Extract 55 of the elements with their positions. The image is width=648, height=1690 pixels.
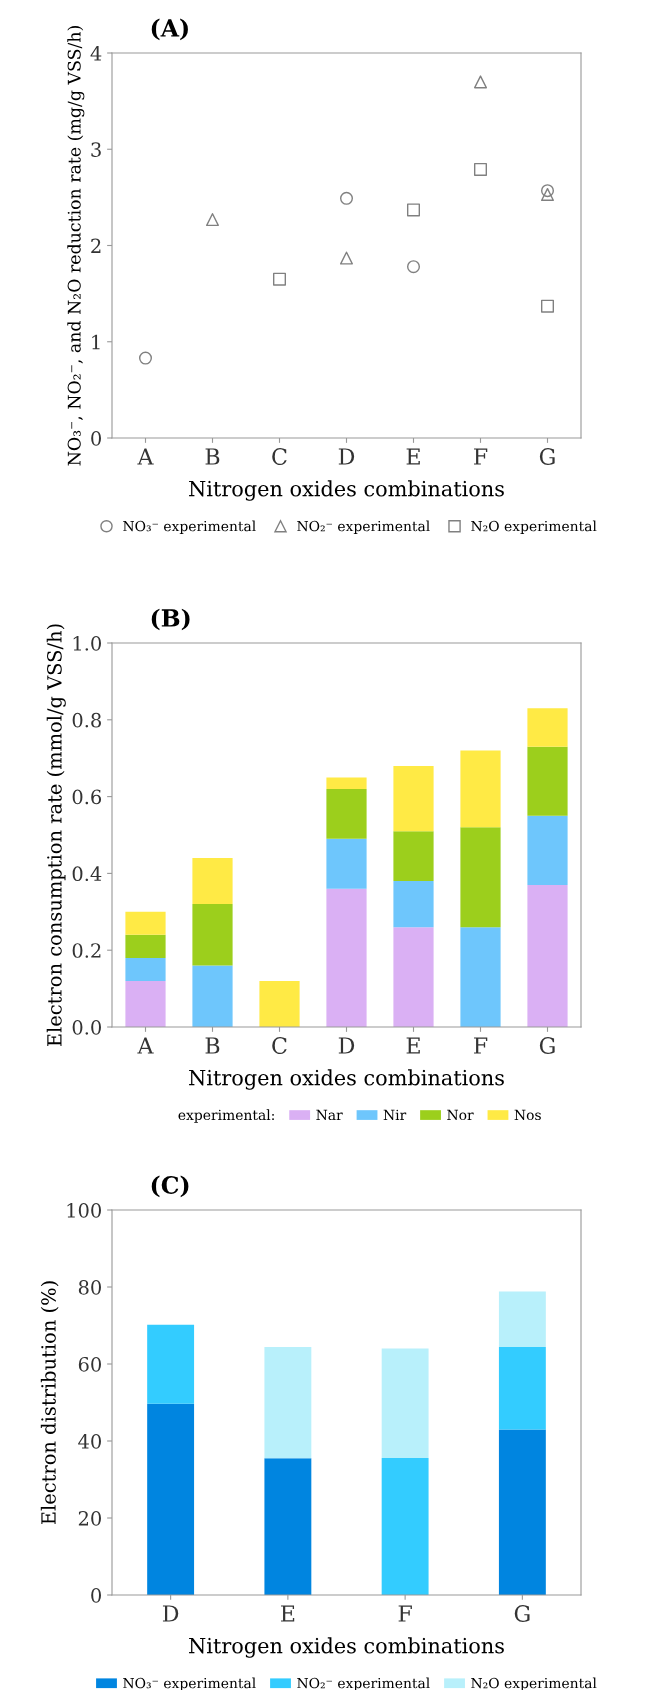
x-tick-label: D	[338, 448, 355, 465]
x-tick-label: B	[205, 1037, 220, 1054]
x-tick-label: B	[205, 448, 220, 465]
y-tick-label: 100	[67, 1202, 101, 1218]
legend-label: Nar	[316, 1109, 343, 1121]
legend-label: NO₃⁻ experimental	[123, 1677, 256, 1690]
chart-title: (A)	[151, 18, 188, 41]
y-tick-label: 20	[78, 1510, 101, 1526]
x-tick-label: D	[162, 1605, 179, 1622]
y-tick-label: 0	[91, 1587, 101, 1603]
x-axis-title: Nitrogen oxides combinations	[189, 1069, 504, 1090]
x-tick-label: C	[272, 448, 287, 465]
y-tick-label: 80	[78, 1279, 101, 1295]
x-tick-label: F	[474, 448, 488, 465]
legend-label: Nir	[383, 1109, 407, 1121]
y-tick-label: 2	[91, 238, 101, 253]
y-axis-title: NO₃⁻, NO₂⁻, and N₂O reduction rate (mg/g VSS/h)	[67, 26, 85, 466]
y-tick-label: 0.4	[72, 866, 102, 882]
y-tick-label: 3	[91, 142, 101, 157]
legend-label: NO₂⁻ experimental	[297, 520, 430, 534]
y-tick-label: 0.6	[72, 789, 102, 805]
legend-label: NO₃⁻ experimental	[123, 520, 256, 534]
x-tick-label: A	[137, 448, 154, 465]
chart-title: (B)	[151, 608, 190, 631]
y-axis-title: Electron distribution (%)	[40, 1281, 59, 1525]
y-tick-label: 1	[92, 334, 100, 350]
legend-label: Nor	[447, 1109, 474, 1121]
y-tick-label: 60	[78, 1356, 101, 1372]
y-tick-label: 0.0	[72, 1019, 101, 1035]
y-tick-label: 0.2	[72, 943, 101, 958]
x-tick-label: F	[398, 1605, 412, 1622]
legend-label: NO₂⁻ experimental	[297, 1677, 430, 1690]
chart-title: (C)	[151, 1175, 189, 1198]
x-tick-label: E	[406, 448, 420, 465]
x-tick-label: E	[406, 1037, 420, 1054]
x-tick-label: E	[280, 1605, 295, 1622]
y-tick-label: 40	[78, 1433, 101, 1449]
x-tick-label: F	[474, 1037, 488, 1054]
x-tick-label: G	[539, 448, 555, 465]
y-tick-label: 1.0	[73, 635, 101, 651]
x-tick-label: A	[137, 1037, 154, 1054]
legend-title: experimental:	[178, 1109, 274, 1123]
x-tick-label: G	[514, 1605, 530, 1622]
x-axis-title: Nitrogen oxides combinations	[189, 480, 504, 501]
legend-label: N₂O experimental	[471, 1677, 597, 1690]
x-tick-label: G	[539, 1037, 555, 1054]
y-tick-label: 0.8	[72, 712, 101, 728]
legend-label: Nos	[514, 1109, 541, 1121]
x-axis-title: Nitrogen oxides combinations	[189, 1637, 504, 1658]
legend-label: N₂O experimental	[471, 520, 597, 534]
y-tick-label: 4	[90, 45, 102, 61]
x-tick-label: D	[338, 1037, 355, 1054]
y-tick-label: 0	[91, 430, 101, 446]
y-axis-title: Electron consumption rate (mmol/g VSS/h)	[46, 624, 66, 1047]
x-tick-label: C	[272, 1037, 287, 1054]
